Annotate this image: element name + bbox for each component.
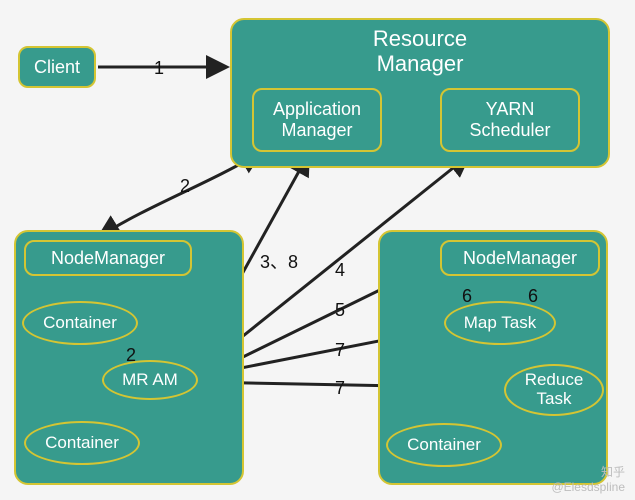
application-manager-node: Application Manager (252, 88, 382, 152)
watermark-line-2: @Elesdspline (551, 480, 625, 494)
reduce-task-node: Reduce Task (504, 364, 604, 416)
mr-am-label: MR AM (122, 371, 178, 390)
edge-label-e4: 4 (335, 260, 345, 281)
yarn-scheduler-node: YARN Scheduler (440, 88, 580, 152)
map-task-node: Map Task (444, 301, 556, 345)
edge-label-e6a: 6 (462, 286, 472, 307)
yarn-scheduler-label: YARN Scheduler (469, 99, 550, 140)
nodemanager-left-label: NodeManager (51, 248, 165, 269)
application-manager-label: Application Manager (273, 99, 361, 140)
edge-label-e2b: 2 (126, 345, 136, 366)
watermark: 知乎 @Elesdspline (551, 465, 625, 494)
edge-label-e7b: 7 (335, 378, 345, 399)
edge-label-e5: 5 (335, 300, 345, 321)
container-3-node: Container (386, 423, 502, 467)
container-3-label: Container (407, 436, 481, 455)
container-2-label: Container (45, 434, 119, 453)
mr-am-node: MR AM (102, 360, 198, 400)
edge-label-e7a: 7 (335, 340, 345, 361)
edge-label-e3_8: 3、8 (260, 248, 298, 274)
container-2-node: Container (24, 421, 140, 465)
edge-label-e6b: 6 (528, 286, 538, 307)
edge-label-e2a: 2 (180, 176, 190, 197)
nodemanager-right-label: NodeManager (463, 248, 577, 269)
edge-label-e1: 1 (154, 58, 164, 79)
resource-manager-title: Resource Manager (232, 26, 608, 77)
container-1-node: Container (22, 301, 138, 345)
container-1-label: Container (43, 314, 117, 333)
client-label: Client (34, 57, 80, 78)
map-task-label: Map Task (464, 314, 536, 333)
client-node: Client (18, 46, 96, 88)
reduce-task-label: Reduce Task (525, 371, 584, 408)
nodemanager-left-header: NodeManager (24, 240, 192, 276)
watermark-line-1: 知乎 (551, 465, 625, 479)
nodemanager-right-header: NodeManager (440, 240, 600, 276)
